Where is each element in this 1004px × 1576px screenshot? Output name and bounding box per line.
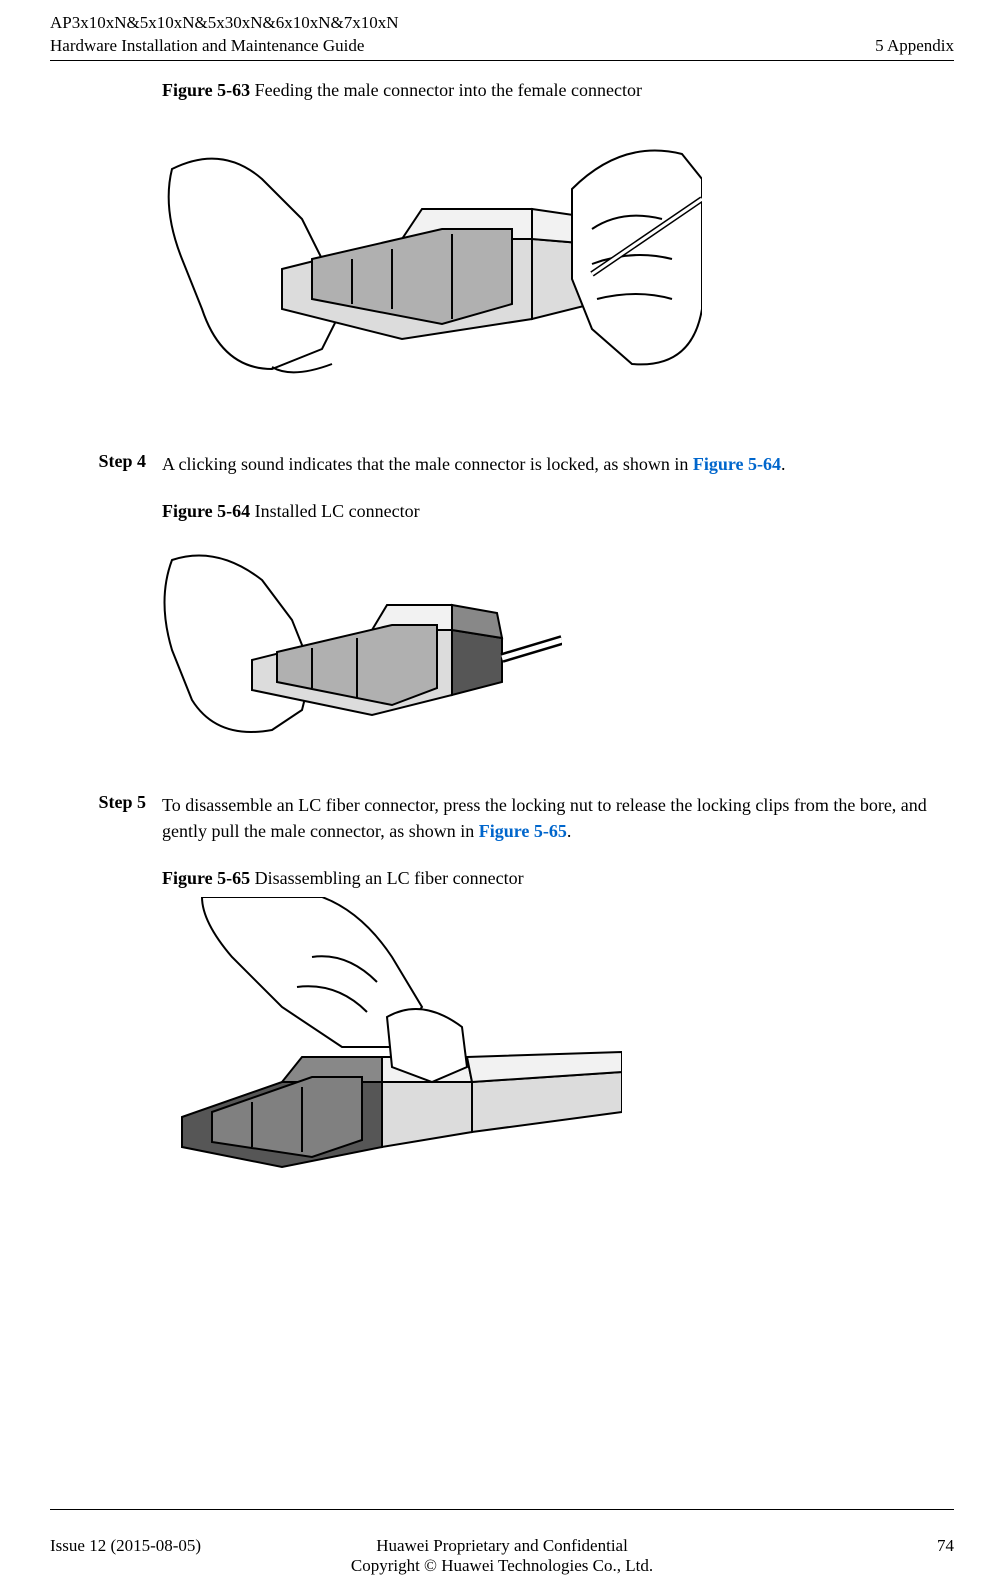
- header-rule: [50, 60, 954, 61]
- figure-64-caption: Figure 5-64 Installed LC connector: [162, 501, 954, 522]
- step-4: Step 4 A clicking sound indicates that t…: [50, 451, 954, 477]
- figure-64-image: [162, 530, 562, 750]
- connector-feeding-illustration: [162, 109, 702, 409]
- figure-64-label: Figure 5-64: [162, 501, 250, 521]
- step-4-text: A clicking sound indicates that the male…: [162, 451, 954, 477]
- figure-64-text: Installed LC connector: [250, 501, 419, 521]
- header-product-line1: AP3x10xN&5x10xN&5x30xN&6x10xN&7x10xN: [50, 13, 399, 32]
- figure-64-link[interactable]: Figure 5-64: [693, 454, 781, 474]
- page-footer: Issue 12 (2015-08-05) Huawei Proprietary…: [50, 1536, 954, 1556]
- figure-65-caption: Figure 5-65 Disassembling an LC fiber co…: [162, 868, 954, 889]
- page-header: AP3x10xN&5x10xN&5x30xN&6x10xN&7x10xN Har…: [50, 12, 954, 58]
- figure-63-caption: Figure 5-63 Feeding the male connector i…: [162, 80, 954, 101]
- installed-connector-illustration: [162, 530, 562, 750]
- disassembling-connector-illustration: [162, 897, 622, 1187]
- header-product-line2: Hardware Installation and Maintenance Gu…: [50, 36, 364, 55]
- figure-65-image: [162, 897, 622, 1187]
- figure-65-label: Figure 5-65: [162, 868, 250, 888]
- figure-63-image: [162, 109, 702, 409]
- step-5-text: To disassemble an LC fiber connector, pr…: [162, 792, 954, 844]
- figure-65-text: Disassembling an LC fiber connector: [250, 868, 523, 888]
- step-5: Step 5 To disassemble an LC fiber connec…: [50, 792, 954, 844]
- footer-rule: [50, 1509, 954, 1510]
- header-left: AP3x10xN&5x10xN&5x30xN&6x10xN&7x10xN Har…: [50, 12, 399, 58]
- footer-center: Huawei Proprietary and Confidential Copy…: [50, 1536, 954, 1576]
- step-4-label: Step 4: [50, 451, 162, 472]
- header-section: 5 Appendix: [875, 12, 954, 58]
- figure-63-label: Figure 5-63: [162, 80, 250, 100]
- figure-63-text: Feeding the male connector into the fema…: [250, 80, 642, 100]
- figure-65-link[interactable]: Figure 5-65: [479, 821, 567, 841]
- step-5-label: Step 5: [50, 792, 162, 813]
- page-content: Figure 5-63 Feeding the male connector i…: [50, 80, 954, 1223]
